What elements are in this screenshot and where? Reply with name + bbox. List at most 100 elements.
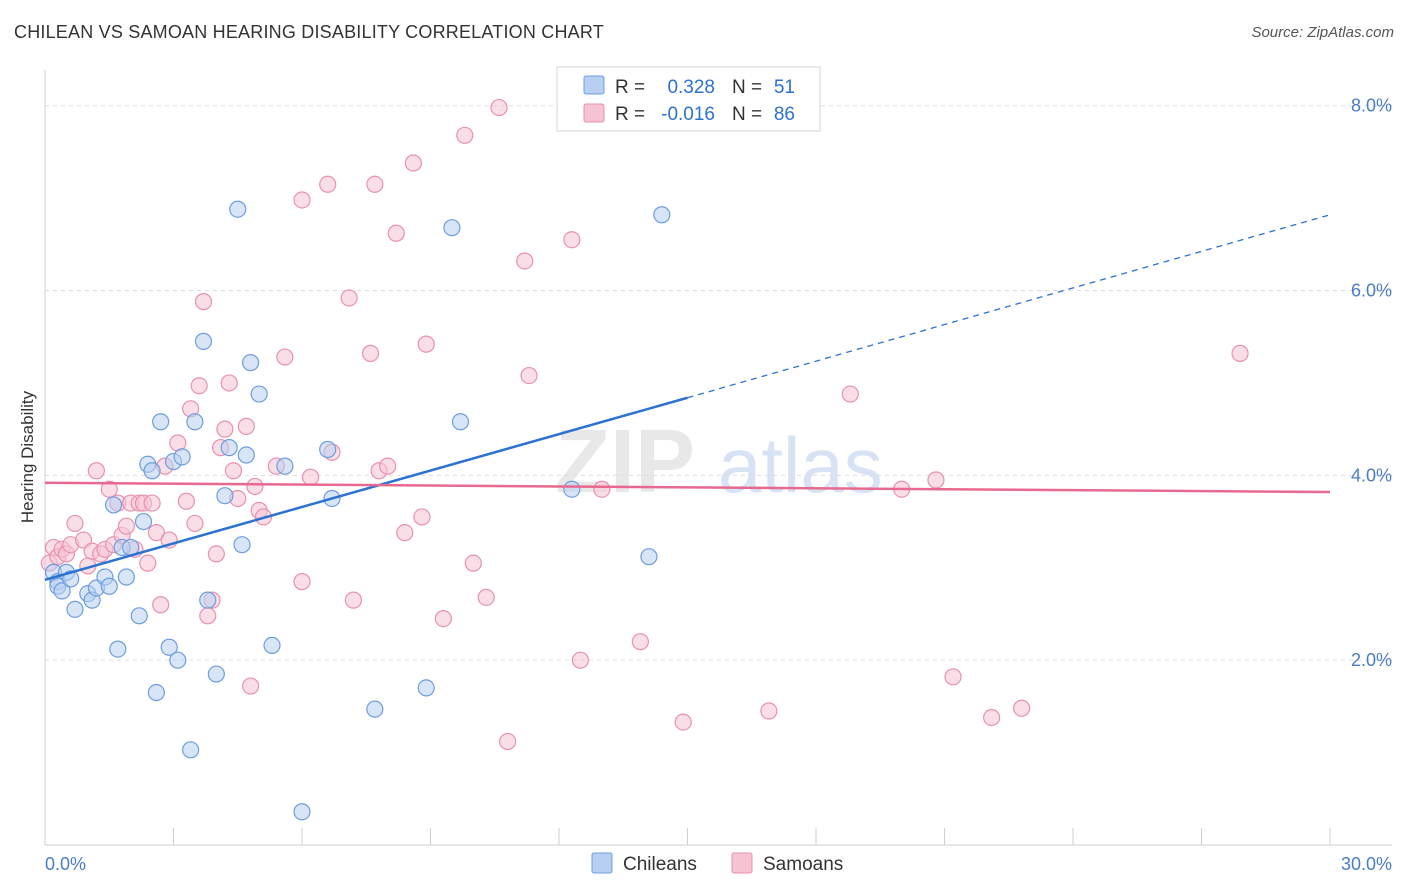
samoan-point (571, 651, 590, 669)
samoan-point (366, 175, 384, 193)
samoan-point (147, 524, 165, 542)
samoan-point (143, 494, 161, 512)
chilean-point (242, 354, 260, 372)
stats-n-value-samoans: 86 (774, 104, 795, 125)
chilean-point (169, 651, 187, 669)
stats-n-label-chileans: N = (732, 77, 762, 98)
chilean-point (109, 640, 127, 658)
chilean-point (451, 413, 470, 431)
stats-swatch-samoans (583, 103, 605, 123)
y-tick-label: 6.0% (1351, 281, 1392, 301)
chilean-point (276, 457, 294, 475)
chilean-point (640, 548, 658, 566)
samoan-point (593, 480, 611, 498)
chilean-point (229, 200, 247, 218)
legend-label-samoans[interactable]: Samoans (763, 854, 843, 875)
chilean-point (152, 413, 170, 431)
samoan-point (224, 462, 243, 480)
samoan-point (490, 98, 508, 117)
legend-swatch-samoans[interactable] (731, 852, 753, 874)
samoan-point (199, 607, 217, 625)
samoan-point (841, 385, 859, 403)
watermark: ZIP atlas (555, 412, 883, 512)
samoan-point (207, 545, 225, 563)
source-label: Source: ZipAtlas.com (1251, 24, 1394, 41)
samoan-point (516, 252, 534, 270)
gridlines (45, 105, 1392, 661)
samoan-point (246, 477, 264, 496)
chilean-point (233, 536, 251, 554)
chilean-point (160, 638, 178, 656)
samoan-point (1231, 344, 1249, 362)
chilean-point (53, 582, 71, 600)
samoan-point (220, 374, 238, 392)
chilean-point (207, 665, 225, 683)
chilean-point (220, 439, 238, 457)
chilean-point (173, 448, 191, 466)
stats-r-label-samoans: R = (615, 104, 645, 125)
samoan-point (301, 468, 320, 486)
samoan-point (464, 554, 482, 572)
chilean-point (293, 803, 311, 821)
samoan-point (87, 462, 106, 480)
samoan-point (563, 231, 581, 249)
stats-n-value-chileans: 51 (774, 77, 795, 98)
samoan-point (387, 224, 405, 242)
samoan-point (242, 677, 260, 695)
chilean-point (237, 446, 255, 464)
chilean-point (182, 741, 200, 759)
chileans-trend-line (44, 396, 688, 581)
watermark-atlas: atlas (718, 421, 883, 509)
stats-r-value-chileans: 0.328 (667, 77, 715, 98)
samoan-point (66, 514, 84, 533)
samoan-point (499, 732, 517, 751)
chilean-point (417, 679, 435, 697)
samoan-point (340, 289, 358, 307)
chilean-point (147, 683, 165, 702)
samoan-point (434, 609, 452, 628)
samoan-point (404, 154, 422, 172)
samoan-point (944, 668, 962, 686)
chilean-point (319, 440, 337, 459)
legend-swatch-chileans[interactable] (591, 852, 613, 874)
series-legend: Chileans Samoans (591, 852, 843, 875)
samoan-point (927, 471, 945, 489)
chilean-point (653, 206, 671, 224)
samoan-point (293, 573, 311, 591)
chilean-point (563, 480, 581, 498)
x-tick-label-max: 30.0% (1341, 854, 1392, 874)
stats-n-label-samoans: N = (732, 104, 762, 125)
samoan-point (520, 366, 538, 385)
samoan-point (319, 175, 337, 193)
y-tick-label: 2.0% (1351, 650, 1392, 670)
trend-lines (44, 214, 1331, 581)
chilean-point (199, 591, 217, 609)
samoan-point (194, 293, 213, 311)
legend-label-chileans[interactable]: Chileans (623, 854, 697, 875)
watermark-zip: ZIP (555, 412, 695, 512)
chart-title: CHILEAN VS SAMOAN HEARING DISABILITY COR… (14, 22, 604, 42)
y-tick-label: 4.0% (1351, 465, 1392, 485)
x-ticks (173, 828, 1331, 845)
chileans-trend-extension (687, 214, 1331, 399)
chilean-point (66, 600, 84, 618)
samoan-point (1012, 699, 1031, 717)
samoan-point (276, 348, 294, 366)
chilean-point (100, 577, 118, 595)
samoan-point (216, 420, 234, 438)
x-tick-label-min: 0.0% (45, 854, 86, 874)
samoan-point (379, 457, 397, 475)
stats-legend: R = 0.328 N = 51 R = -0.016 N = 86 (556, 66, 821, 132)
y-axis-title: Hearing Disability (18, 390, 37, 523)
samoan-point (674, 713, 692, 731)
y-tick-labels: 2.0% 4.0% 6.0% 8.0% (1351, 96, 1392, 670)
samoan-point (152, 596, 170, 614)
chileans-series (44, 200, 671, 821)
samoan-point (396, 524, 414, 542)
samoans-trend-line (44, 481, 1331, 494)
samoan-point (100, 480, 118, 498)
samoan-point (477, 588, 495, 606)
samoan-point (361, 344, 380, 362)
chilean-point (443, 219, 461, 237)
